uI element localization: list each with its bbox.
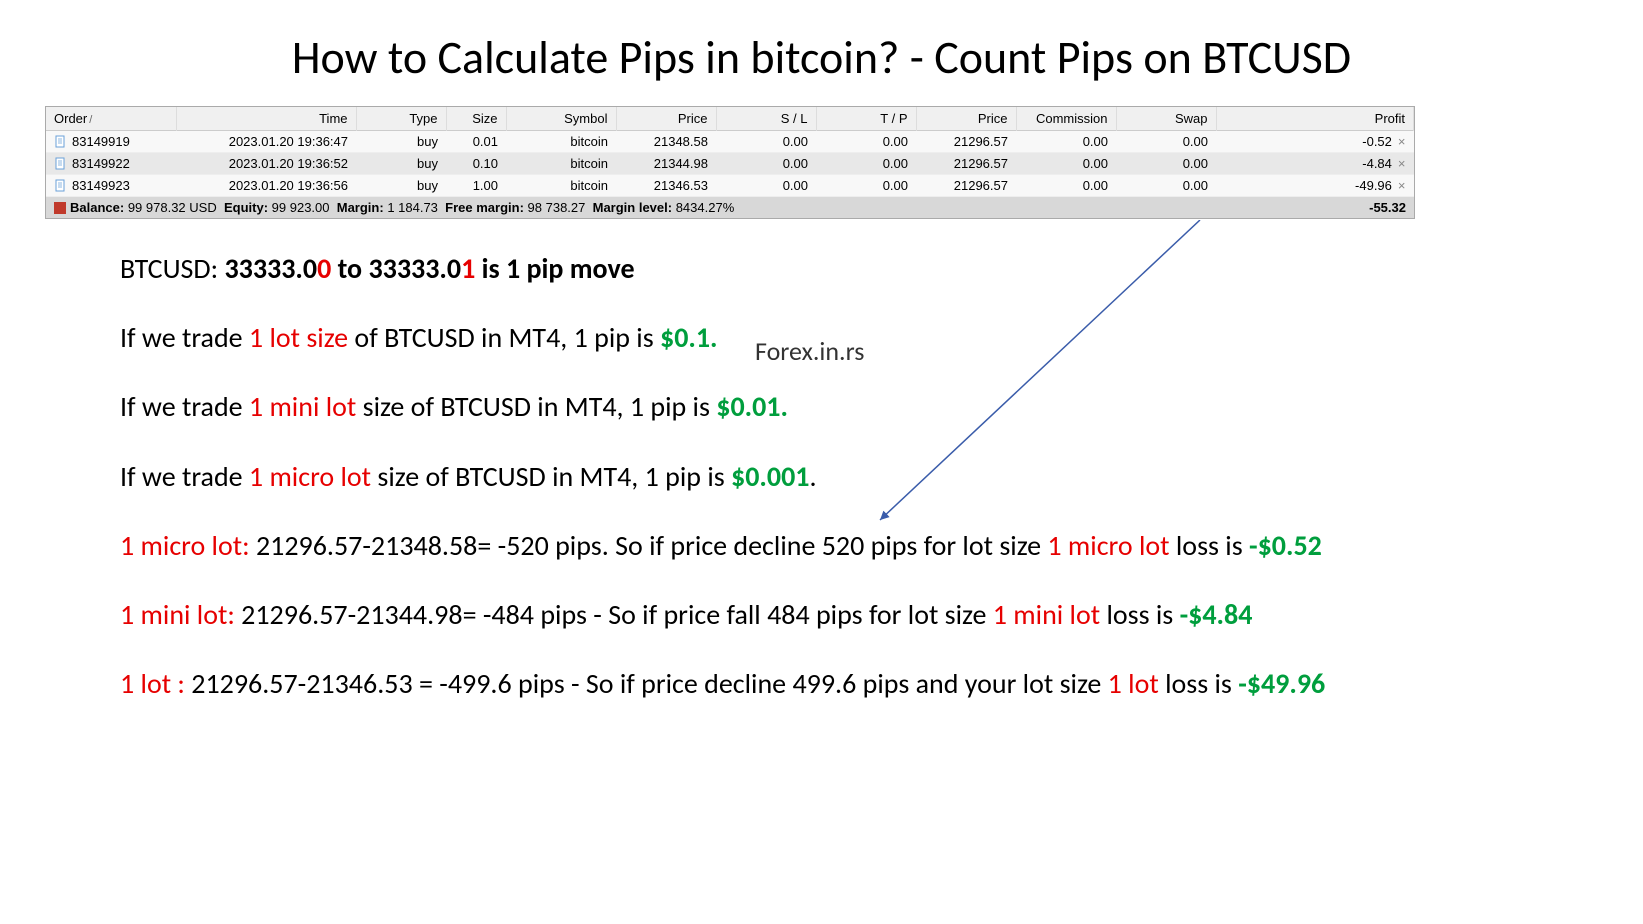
cell-time: 2023.01.20 19:36:52 bbox=[176, 153, 356, 175]
cell-profit: -49.96× bbox=[1216, 175, 1414, 197]
cell-size: 0.10 bbox=[446, 153, 506, 175]
col-time[interactable]: Time bbox=[176, 107, 356, 131]
cell-price-open: 21344.98 bbox=[616, 153, 716, 175]
col-order[interactable]: Order/ bbox=[46, 107, 176, 131]
col-swap[interactable]: Swap bbox=[1116, 107, 1216, 131]
cell-price-current: 21296.57 bbox=[916, 131, 1016, 153]
cell-type: buy bbox=[356, 175, 446, 197]
cell-profit: -0.52× bbox=[1216, 131, 1414, 153]
cell-sl: 0.00 bbox=[716, 131, 816, 153]
cell-type: buy bbox=[356, 153, 446, 175]
trades-table: Order/ Time Type Size Symbol Price S / L… bbox=[45, 106, 1415, 219]
table-header-row: Order/ Time Type Size Symbol Price S / L… bbox=[46, 107, 1414, 131]
cell-swap: 0.00 bbox=[1116, 131, 1216, 153]
table-row[interactable]: 83149922 2023.01.20 19:36:52buy0.10bitcoi… bbox=[46, 153, 1414, 175]
col-profit[interactable]: Profit bbox=[1216, 107, 1414, 131]
calc-micro: 1 micro lot: 21296.57-21348.58= -520 pip… bbox=[120, 526, 1623, 565]
alert-icon bbox=[54, 202, 66, 214]
cell-swap: 0.00 bbox=[1116, 153, 1216, 175]
cell-commission: 0.00 bbox=[1016, 175, 1116, 197]
col-sl[interactable]: S / L bbox=[716, 107, 816, 131]
total-profit: -55.32 bbox=[1369, 200, 1406, 215]
cell-symbol: bitcoin bbox=[506, 175, 616, 197]
cell-tp: 0.00 bbox=[816, 131, 916, 153]
col-size[interactable]: Size bbox=[446, 107, 506, 131]
cell-swap: 0.00 bbox=[1116, 175, 1216, 197]
cell-commission: 0.00 bbox=[1016, 153, 1116, 175]
table-row[interactable]: 83149919 2023.01.20 19:36:47buy0.01bitcoi… bbox=[46, 131, 1414, 153]
cell-size: 0.01 bbox=[446, 131, 506, 153]
cell-symbol: bitcoin bbox=[506, 153, 616, 175]
document-icon bbox=[54, 157, 68, 171]
document-icon bbox=[54, 179, 68, 193]
col-symbol[interactable]: Symbol bbox=[506, 107, 616, 131]
cell-profit: -4.84× bbox=[1216, 153, 1414, 175]
balance-row: Balance: 99 978.32 USD Equity: 99 923.00… bbox=[46, 197, 1414, 218]
order-id: 83149923 bbox=[72, 178, 130, 193]
cell-tp: 0.00 bbox=[816, 153, 916, 175]
cell-size: 1.00 bbox=[446, 175, 506, 197]
close-icon[interactable]: × bbox=[1392, 178, 1406, 193]
cell-price-current: 21296.57 bbox=[916, 175, 1016, 197]
cell-time: 2023.01.20 19:36:56 bbox=[176, 175, 356, 197]
cell-price-open: 21348.58 bbox=[616, 131, 716, 153]
order-id: 83149919 bbox=[72, 134, 130, 149]
page-title: How to Calculate Pips in bitcoin? - Coun… bbox=[20, 30, 1623, 86]
pointer-arrow bbox=[870, 220, 1210, 530]
cell-sl: 0.00 bbox=[716, 175, 816, 197]
col-commission[interactable]: Commission bbox=[1016, 107, 1116, 131]
cell-price-open: 21346.53 bbox=[616, 175, 716, 197]
calc-lot: 1 lot : 21296.57-21346.53 = -499.6 pips … bbox=[120, 664, 1623, 703]
table-row[interactable]: 83149923 2023.01.20 19:36:56buy1.00bitcoi… bbox=[46, 175, 1414, 197]
cell-sl: 0.00 bbox=[716, 153, 816, 175]
document-icon bbox=[54, 135, 68, 149]
col-type[interactable]: Type bbox=[356, 107, 446, 131]
order-id: 83149922 bbox=[72, 156, 130, 171]
watermark: Forex.in.rs bbox=[755, 335, 864, 367]
col-tp[interactable]: T / P bbox=[816, 107, 916, 131]
close-icon[interactable]: × bbox=[1392, 156, 1406, 171]
cell-symbol: bitcoin bbox=[506, 131, 616, 153]
close-icon[interactable]: × bbox=[1392, 134, 1406, 149]
col-price-current[interactable]: Price bbox=[916, 107, 1016, 131]
cell-type: buy bbox=[356, 131, 446, 153]
col-price-open[interactable]: Price bbox=[616, 107, 716, 131]
cell-time: 2023.01.20 19:36:47 bbox=[176, 131, 356, 153]
cell-price-current: 21296.57 bbox=[916, 153, 1016, 175]
cell-tp: 0.00 bbox=[816, 175, 916, 197]
calc-mini: 1 mini lot: 21296.57-21344.98= -484 pips… bbox=[120, 595, 1623, 634]
cell-commission: 0.00 bbox=[1016, 131, 1116, 153]
